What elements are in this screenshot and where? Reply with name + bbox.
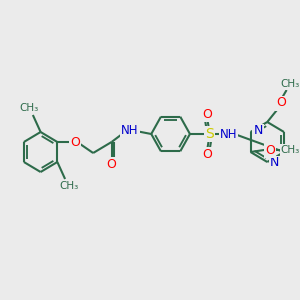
Text: CH₃: CH₃ [280,145,300,155]
Text: O: O [202,107,212,121]
Text: CH₃: CH₃ [20,103,39,113]
Text: O: O [70,136,80,148]
Text: CH₃: CH₃ [281,79,300,89]
Text: NH: NH [121,124,139,137]
Text: O: O [265,143,275,157]
Text: S: S [205,127,214,141]
Text: CH₃: CH₃ [59,181,79,191]
Text: N: N [254,124,263,137]
Text: N: N [270,157,280,169]
Text: NH: NH [220,128,237,140]
Text: O: O [276,97,286,110]
Text: O: O [106,158,116,170]
Text: O: O [202,148,212,160]
